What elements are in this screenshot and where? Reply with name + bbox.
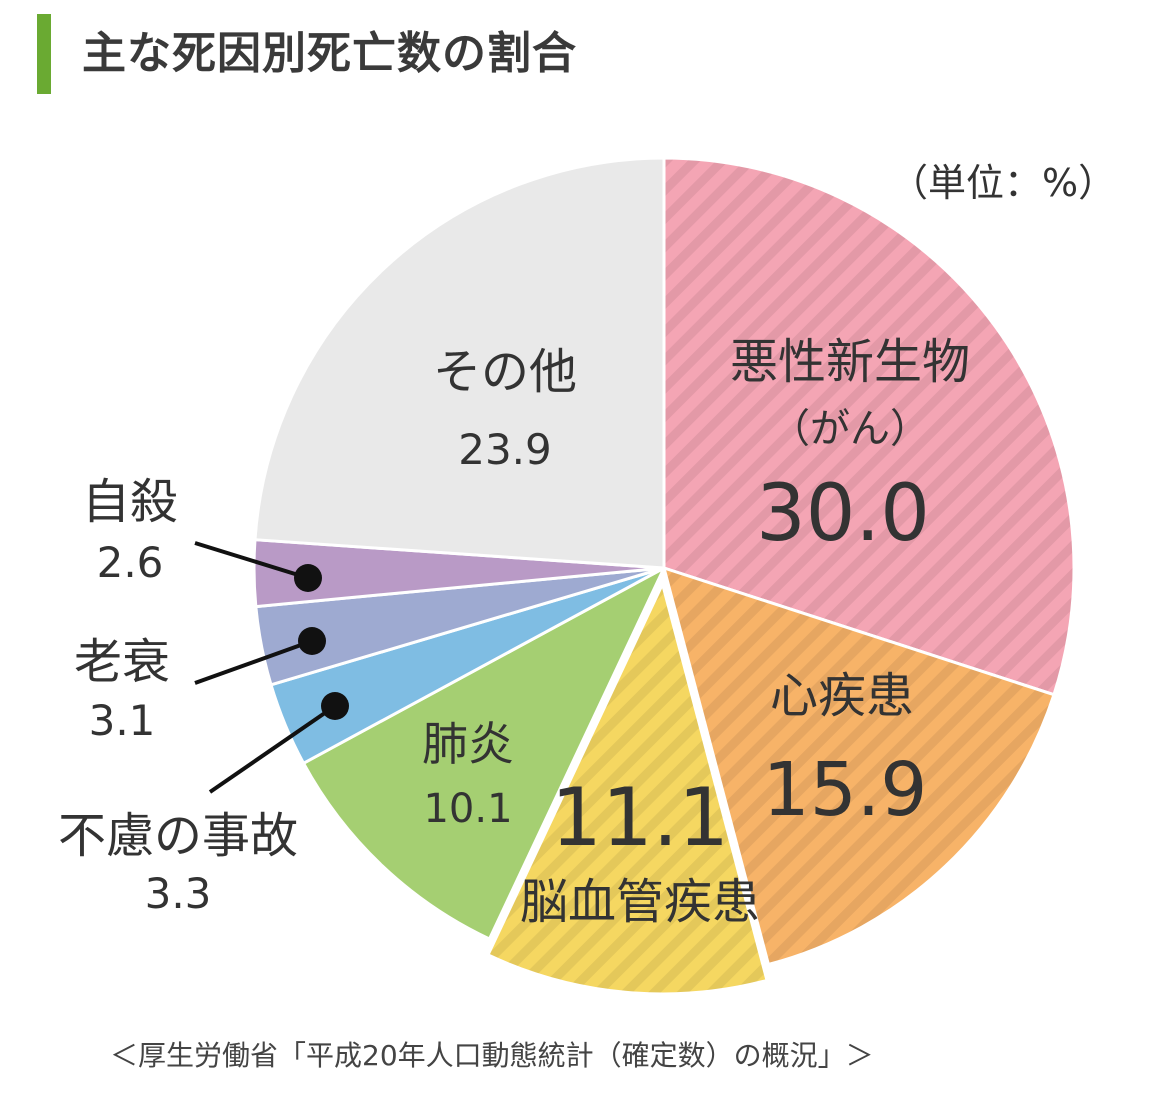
- pie-slice-7: [253, 156, 666, 570]
- pie-slice-3: [301, 566, 666, 941]
- slice-value-7: 23.9: [458, 425, 552, 474]
- leader-line-6: [194, 541, 309, 580]
- slice-name-7: その他: [433, 344, 577, 400]
- slice-name-6: 自殺: [82, 474, 178, 530]
- leader-dot-4: [321, 692, 349, 720]
- pie-slice-1: [662, 566, 1056, 966]
- slice-name-2: 脳血管疾患: [520, 874, 760, 930]
- slice-name-3: 肺炎: [422, 717, 514, 771]
- source-note: ＜厚生労働省「平成20年人口動態統計（確定数）の概況」＞: [110, 1039, 874, 1072]
- slice-value-5: 3.1: [89, 696, 156, 745]
- slice-value-2: 11.1: [551, 771, 729, 864]
- pie-slice-0: [662, 156, 1076, 697]
- title-accent-bar: [37, 14, 51, 94]
- leader-lines: [194, 541, 349, 794]
- leader-line-5: [194, 639, 313, 685]
- slice-subname-0: （がん）: [770, 406, 930, 452]
- slice-name-0: 悪性新生物: [730, 334, 970, 390]
- slice-value-3: 10.1: [423, 786, 512, 832]
- chart-title: 主な死因別死亡数の割合: [82, 28, 577, 79]
- pie-slice-2: [486, 582, 769, 996]
- slice-name-1: 心疾患: [770, 668, 914, 724]
- slice-name-4: 不慮の事故: [58, 808, 298, 864]
- slice-value-0: 30.0: [756, 469, 930, 559]
- slice-labels: 悪性新生物 （がん） 30.0 心疾患 15.9 11.1 脳血管疾患 肺炎 10.1 不慮の事故…: [58, 334, 970, 930]
- leader-dot-6: [294, 564, 322, 592]
- slice-value-4: 3.3: [145, 869, 212, 918]
- slice-name-5: 老衰: [74, 634, 170, 690]
- slice-value-1: 15.9: [763, 747, 928, 833]
- slice-value-6: 2.6: [97, 538, 164, 587]
- unit-label: （単位：%）: [890, 161, 1117, 205]
- leader-line-4: [208, 704, 337, 794]
- pie-slices: [252, 156, 1076, 996]
- leader-dot-5: [298, 627, 326, 655]
